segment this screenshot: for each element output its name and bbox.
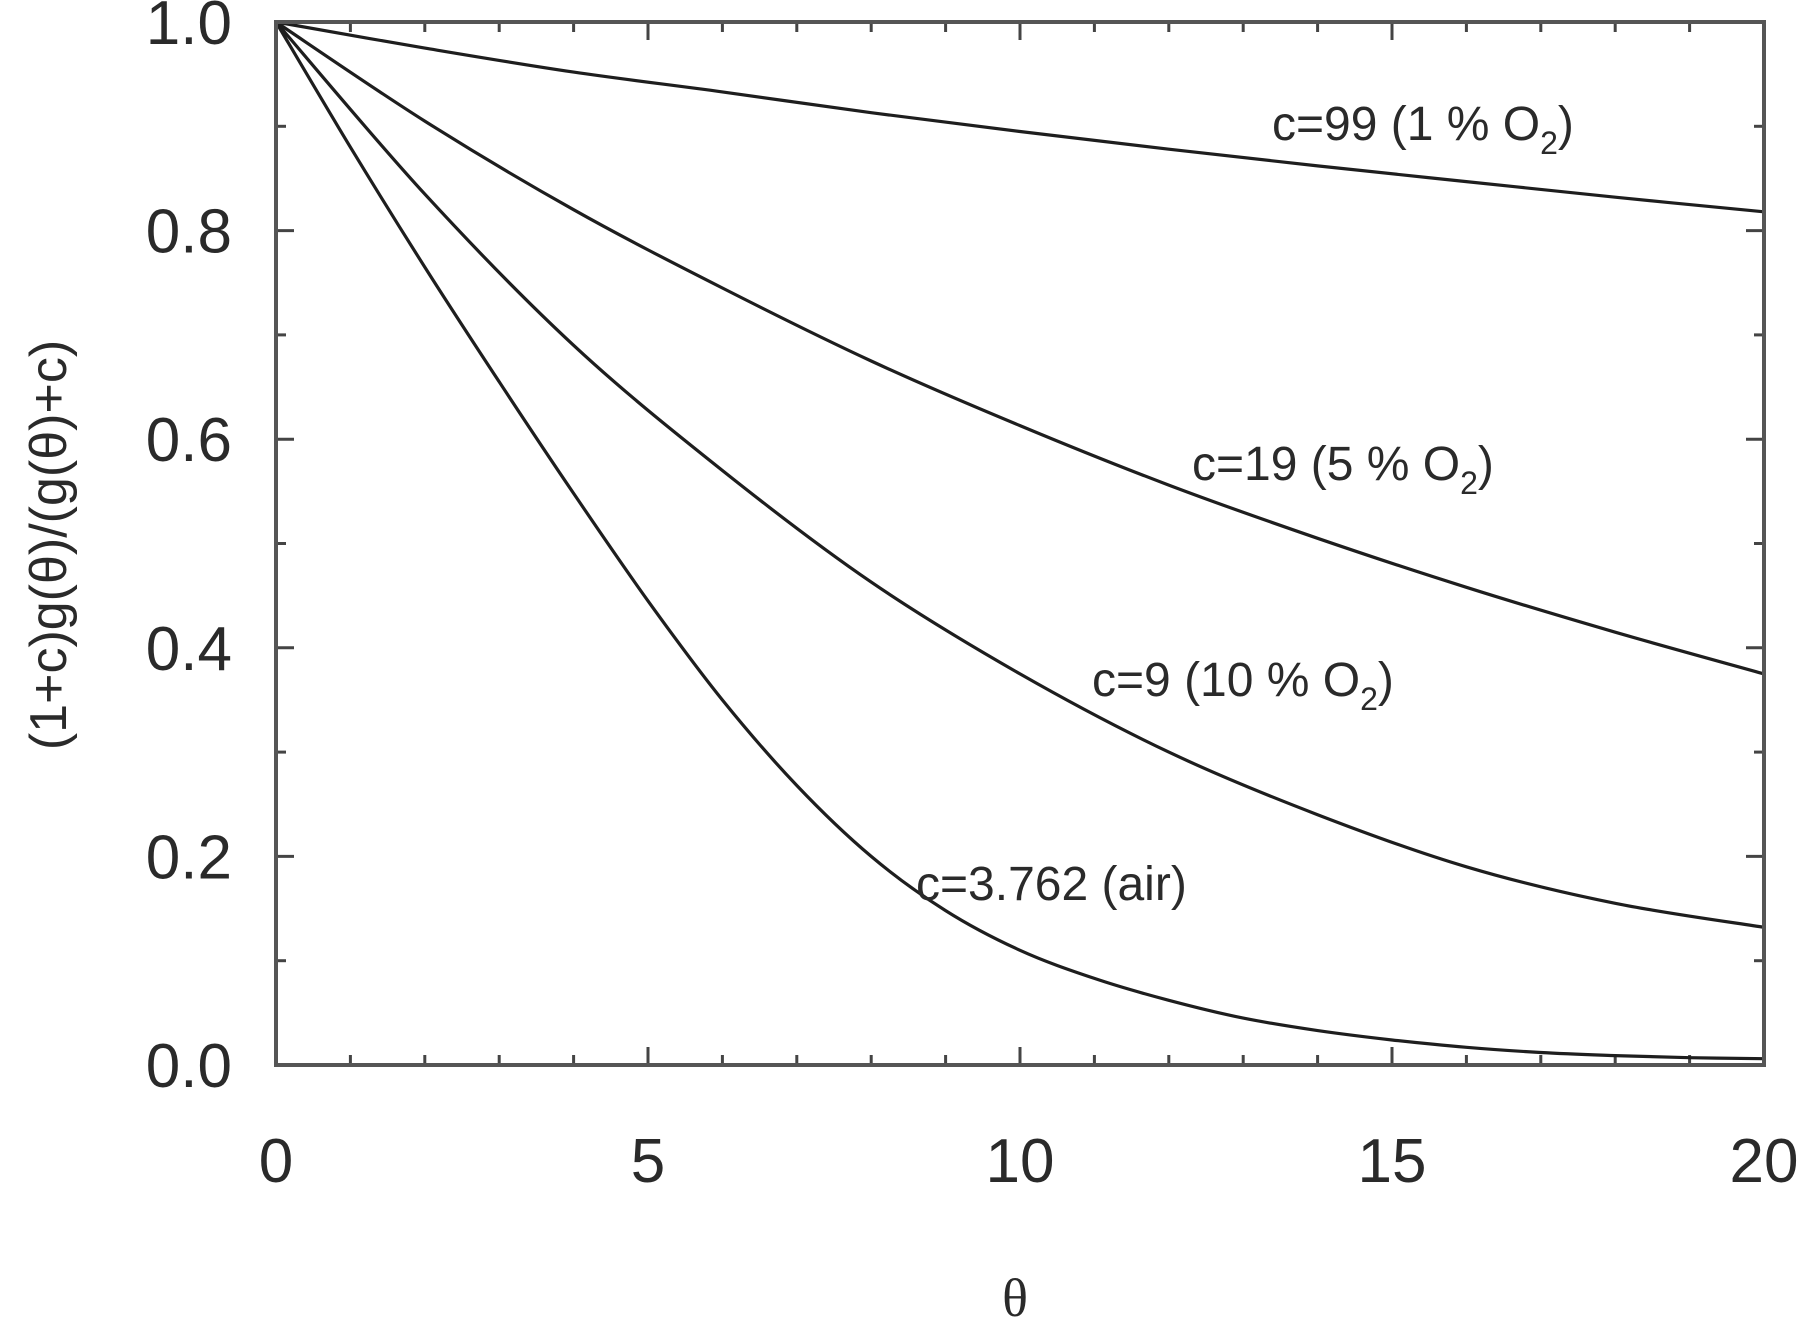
x-tick-label: 10	[986, 1127, 1055, 1196]
series-label-end: )	[1558, 98, 1574, 151]
series-label-main: c=99 (1 % O	[1272, 98, 1540, 151]
label-c9: c=9 (10 % O2)	[1092, 654, 1394, 717]
y-tick-label: 0.4	[146, 615, 232, 684]
curve-c3762	[274, 21, 1765, 1061]
series-label-main: c=3.762 (air)	[916, 858, 1187, 911]
series-label-subscript: 2	[1540, 125, 1558, 161]
y-tick-label: 0.8	[146, 198, 232, 267]
curve-c9	[274, 20, 1765, 929]
plot-frame	[274, 20, 1766, 1067]
series-label-subscript: 2	[1360, 681, 1378, 717]
x-tick-label: 15	[1358, 1127, 1427, 1196]
label-c19: c=19 (5 % O2)	[1192, 438, 1494, 501]
y-tick-label: 0.0	[146, 1032, 232, 1101]
curve-c99	[275, 20, 1765, 214]
y-tick-label: 0.6	[146, 406, 232, 475]
series-label-end: )	[1378, 654, 1394, 707]
curve-c19	[275, 20, 1765, 676]
x-tick-label: 0	[259, 1127, 293, 1196]
y-tick-label: 0.2	[146, 823, 232, 892]
x-tick-label: 20	[1730, 1127, 1799, 1196]
series-label-end: )	[1478, 438, 1494, 491]
label-c99: c=99 (1 % O2)	[1272, 98, 1574, 161]
tick-labels: 0 5 10 15 20 0.0 0.2 0.4 0.6 0.8 1.0	[146, 0, 1799, 1196]
series-label-main: c=9 (10 % O	[1092, 654, 1360, 707]
x-tick-label: 5	[631, 1127, 665, 1196]
curves	[274, 20, 1765, 1061]
label-c3762: c=3.762 (air)	[916, 858, 1187, 911]
series-label-subscript: 2	[1460, 465, 1478, 501]
y-tick-label: 1.0	[146, 0, 232, 58]
x-axis-title: θ	[1002, 1268, 1028, 1323]
series-label-main: c=19 (5 % O	[1192, 438, 1460, 491]
series-labels: c=99 (1 % O2)c=19 (5 % O2)c=9 (10 % O2)c…	[916, 98, 1574, 911]
y-axis-title: (1+c)g(θ)/(g(θ)+c)	[20, 340, 78, 750]
